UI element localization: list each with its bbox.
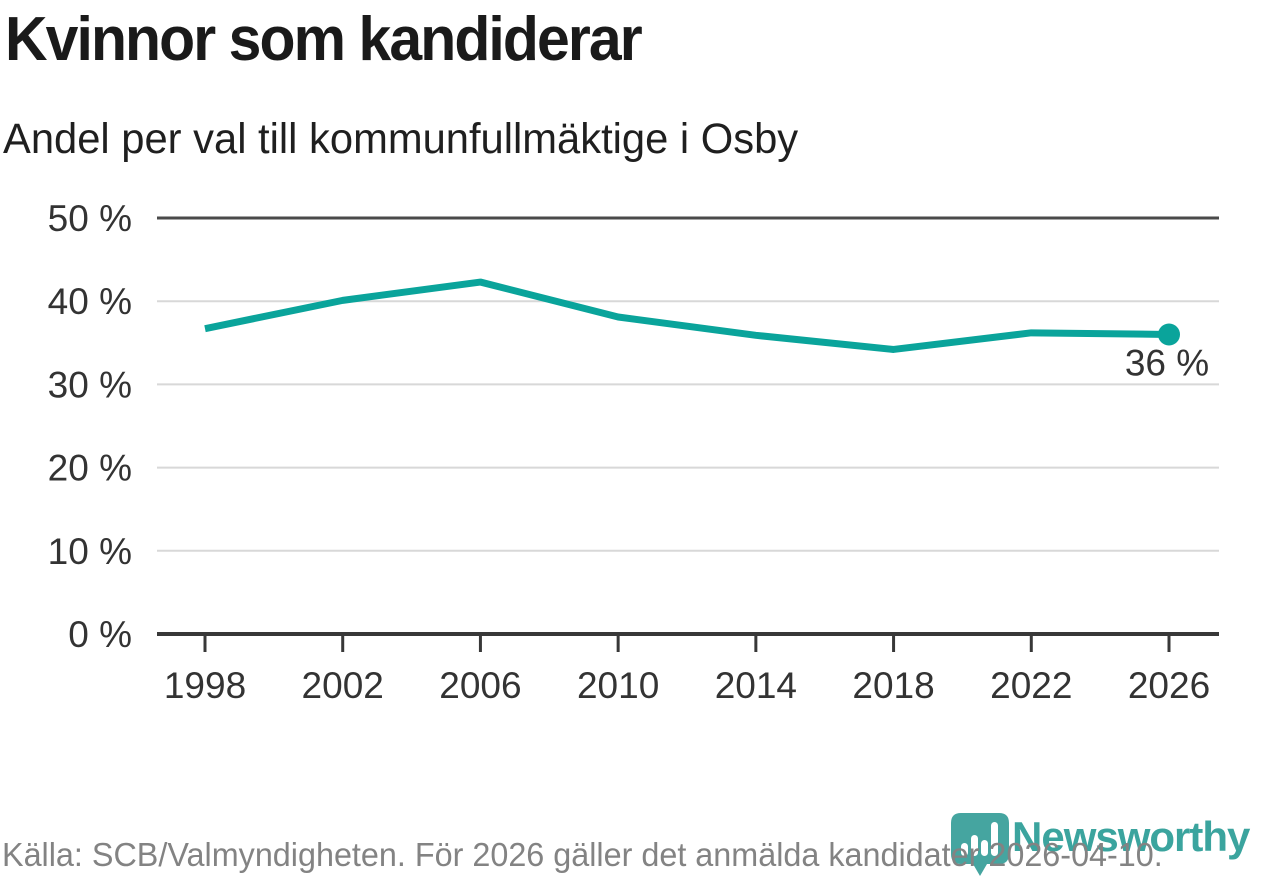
end-value-label: 36 % [1125, 342, 1209, 383]
x-axis: 1998 2002 2006 2010 2014 2018 2022 2026 [157, 632, 1219, 706]
y-tick-label: 40 % [48, 281, 132, 322]
y-tick-label: 30 % [48, 364, 132, 405]
x-tick-label: 2022 [990, 665, 1072, 706]
y-gridlines [157, 216, 1219, 552]
y-tick-label: 0 % [68, 614, 132, 655]
x-tick-label: 2014 [715, 665, 797, 706]
data-series [204, 278, 1180, 353]
x-tick-label: 2006 [439, 665, 521, 706]
y-axis-labels: 0 % 10 % 20 % 30 % 40 % 50 % [48, 198, 132, 655]
x-tick-label: 2010 [577, 665, 659, 706]
chart-subtitle: Andel per val till kommunfullmäktige i O… [3, 115, 799, 163]
data-line [204, 278, 1170, 353]
x-tick-label: 2026 [1128, 665, 1210, 706]
y-tick-label: 50 % [48, 198, 132, 239]
x-tick-label: 2018 [852, 665, 934, 706]
newsworthy-barchart-pin-icon [951, 813, 1009, 876]
y-tick-label: 10 % [48, 531, 132, 572]
newsworthy-logo-text: Newsworthy [1012, 813, 1250, 860]
source-note: Källa: SCB/Valmyndigheten. För 2026 gäll… [2, 836, 1163, 873]
chart-title: Kvinnor som kandiderar [5, 5, 643, 74]
end-point-marker [1158, 323, 1180, 346]
x-tick-label: 2002 [302, 665, 384, 706]
y-tick-label: 20 % [48, 448, 132, 489]
x-tick-label: 1998 [164, 665, 246, 706]
newsworthy-logo: Newsworthy [950, 813, 1262, 879]
